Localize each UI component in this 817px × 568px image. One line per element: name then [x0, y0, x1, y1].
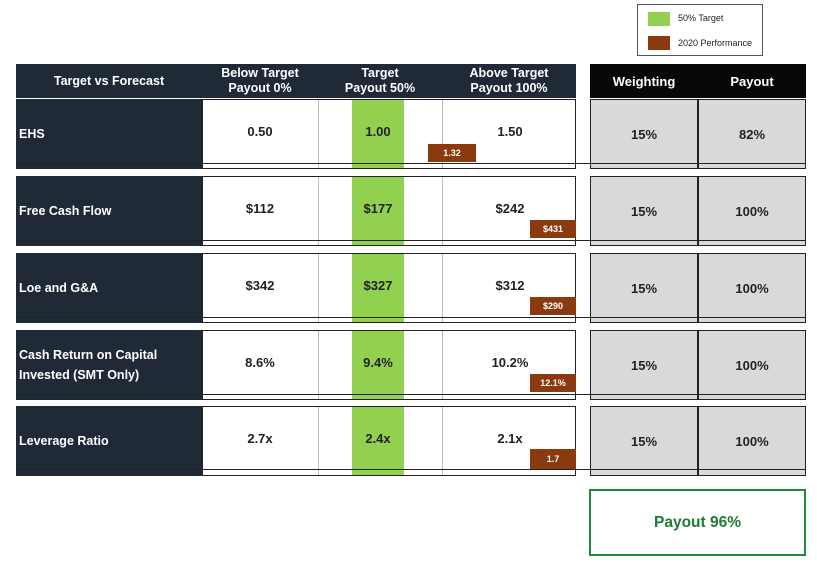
below-target-value: 0.50: [247, 124, 273, 139]
above-target-value: $312: [495, 278, 525, 293]
row-label-text: Free Cash Flow: [19, 204, 112, 218]
header-below: Below Target Payout 0%: [202, 64, 318, 98]
target-value: 1.00: [365, 124, 391, 139]
row-label: Free Cash Flow: [16, 176, 202, 246]
legend-swatch-target: [648, 12, 670, 26]
column-divider: [318, 407, 319, 475]
header-payout: Payout: [698, 64, 806, 98]
header-target: Target Payout 50%: [318, 64, 442, 98]
row-label: Cash Return on Capital Invested (SMT Onl…: [16, 330, 202, 400]
weighting-cell: 15%: [590, 330, 698, 400]
row-label: Leverage Ratio: [16, 406, 202, 476]
weighting-cell: 15%: [590, 176, 698, 246]
weighting-cell: 15%: [590, 253, 698, 323]
column-divider: [318, 177, 319, 245]
total-payout-box: Payout 96%: [589, 489, 806, 556]
above-target-value: 2.1x: [497, 431, 523, 446]
weighting-cell: 15%: [590, 99, 698, 169]
above-target-value: 1.50: [497, 124, 523, 139]
column-divider: [318, 254, 319, 322]
above-target-value: 10.2%: [491, 355, 529, 370]
payout-cell: 82%: [698, 99, 806, 169]
target-band: [352, 331, 404, 399]
target-band: [352, 177, 404, 245]
row-separator: [16, 317, 806, 318]
header-metric-label: Target vs Forecast: [53, 73, 165, 88]
below-target-value: 8.6%: [245, 355, 275, 370]
column-divider: [442, 331, 443, 399]
header-above-label: Above Target Payout 100%: [469, 66, 549, 95]
header-above: Above Target Payout 100%: [442, 64, 576, 98]
header-payout-label: Payout: [730, 73, 774, 89]
column-divider: [318, 100, 319, 168]
target-value: $177: [363, 201, 393, 216]
below-target-value: $342: [245, 278, 275, 293]
payout-cell: 100%: [698, 330, 806, 400]
row-separator: [16, 163, 806, 164]
table-bottom-border: [16, 469, 806, 470]
above-target-value: $242: [495, 201, 525, 216]
row-separator: [16, 240, 806, 241]
row-label: EHS: [16, 99, 202, 169]
performance-marker: 1.32: [428, 144, 476, 162]
performance-marker: $431: [530, 220, 576, 238]
row-label-text: Leverage Ratio: [19, 434, 109, 448]
performance-marker: $290: [530, 297, 576, 315]
header-metric: Target vs Forecast: [16, 64, 202, 98]
row-label-text: EHS: [19, 127, 45, 141]
weighting-cell: 15%: [590, 406, 698, 476]
performance-marker: 1.7: [530, 449, 576, 469]
column-divider: [442, 100, 443, 168]
column-divider: [442, 407, 443, 475]
column-divider: [318, 331, 319, 399]
row-label: Loe and G&A: [16, 253, 202, 323]
performance-marker: 12.1%: [530, 374, 576, 392]
header-weighting-label: Weighting: [612, 73, 676, 89]
legend-swatch-performance: [648, 36, 670, 50]
target-band: [352, 254, 404, 322]
payout-cell: 100%: [698, 253, 806, 323]
below-target-value: $112: [245, 201, 275, 216]
target-value: 9.4%: [363, 355, 393, 370]
target-value: 2.4x: [365, 431, 391, 446]
below-target-value: 2.7x: [247, 431, 273, 446]
target-band: [352, 100, 404, 168]
target-band: [352, 407, 404, 475]
row-label-text: Loe and G&A: [19, 281, 99, 295]
payout-cell: 100%: [698, 406, 806, 476]
payout-cell: 100%: [698, 176, 806, 246]
legend: 50% Target 2020 Performance: [637, 4, 763, 56]
legend-label-target: 50% Target: [678, 13, 724, 23]
header-target-label: Target Payout 50%: [344, 66, 416, 95]
column-divider: [442, 177, 443, 245]
row-label-text: Cash Return on Capital Invested (SMT Onl…: [19, 348, 158, 382]
header-weighting: Weighting: [590, 64, 698, 98]
header-below-label: Below Target Payout 0%: [221, 66, 299, 95]
target-value: $327: [363, 278, 393, 293]
row-separator: [16, 394, 806, 395]
column-divider: [442, 254, 443, 322]
legend-label-performance: 2020 Performance: [678, 38, 753, 48]
